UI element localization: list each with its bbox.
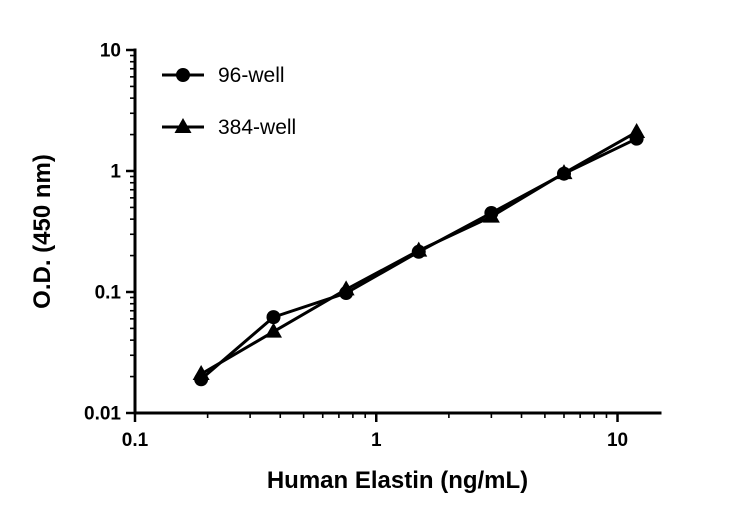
x-tick-label: 10: [607, 430, 628, 451]
legend-label-96-well: 96-well: [218, 64, 285, 87]
data-point-384-well: [337, 280, 355, 296]
legend-circle-icon: [176, 68, 190, 82]
legend-triangle-icon: [174, 118, 192, 133]
data-point-384-well: [264, 322, 282, 338]
data-point-384-well: [628, 123, 646, 139]
y-tick-label: 1: [110, 162, 121, 183]
x-axis-title: Human Elastin (ng/mL): [267, 467, 528, 494]
y-tick-label: 0.1: [95, 283, 122, 304]
data-point-96-well: [266, 310, 281, 325]
y-axis-title: O.D. (450 nm): [29, 154, 56, 309]
data-point-384-well: [482, 207, 500, 223]
data-point-384-well: [192, 365, 210, 381]
y-tick-label: 10: [100, 41, 121, 62]
data-point-384-well: [555, 164, 573, 180]
y-tick-label: 0.01: [84, 404, 121, 425]
legend-label-384-well: 384-well: [218, 116, 296, 139]
x-tick-label: 1: [371, 430, 382, 451]
x-tick-label: 0.1: [122, 430, 149, 451]
data-point-384-well: [410, 241, 428, 257]
